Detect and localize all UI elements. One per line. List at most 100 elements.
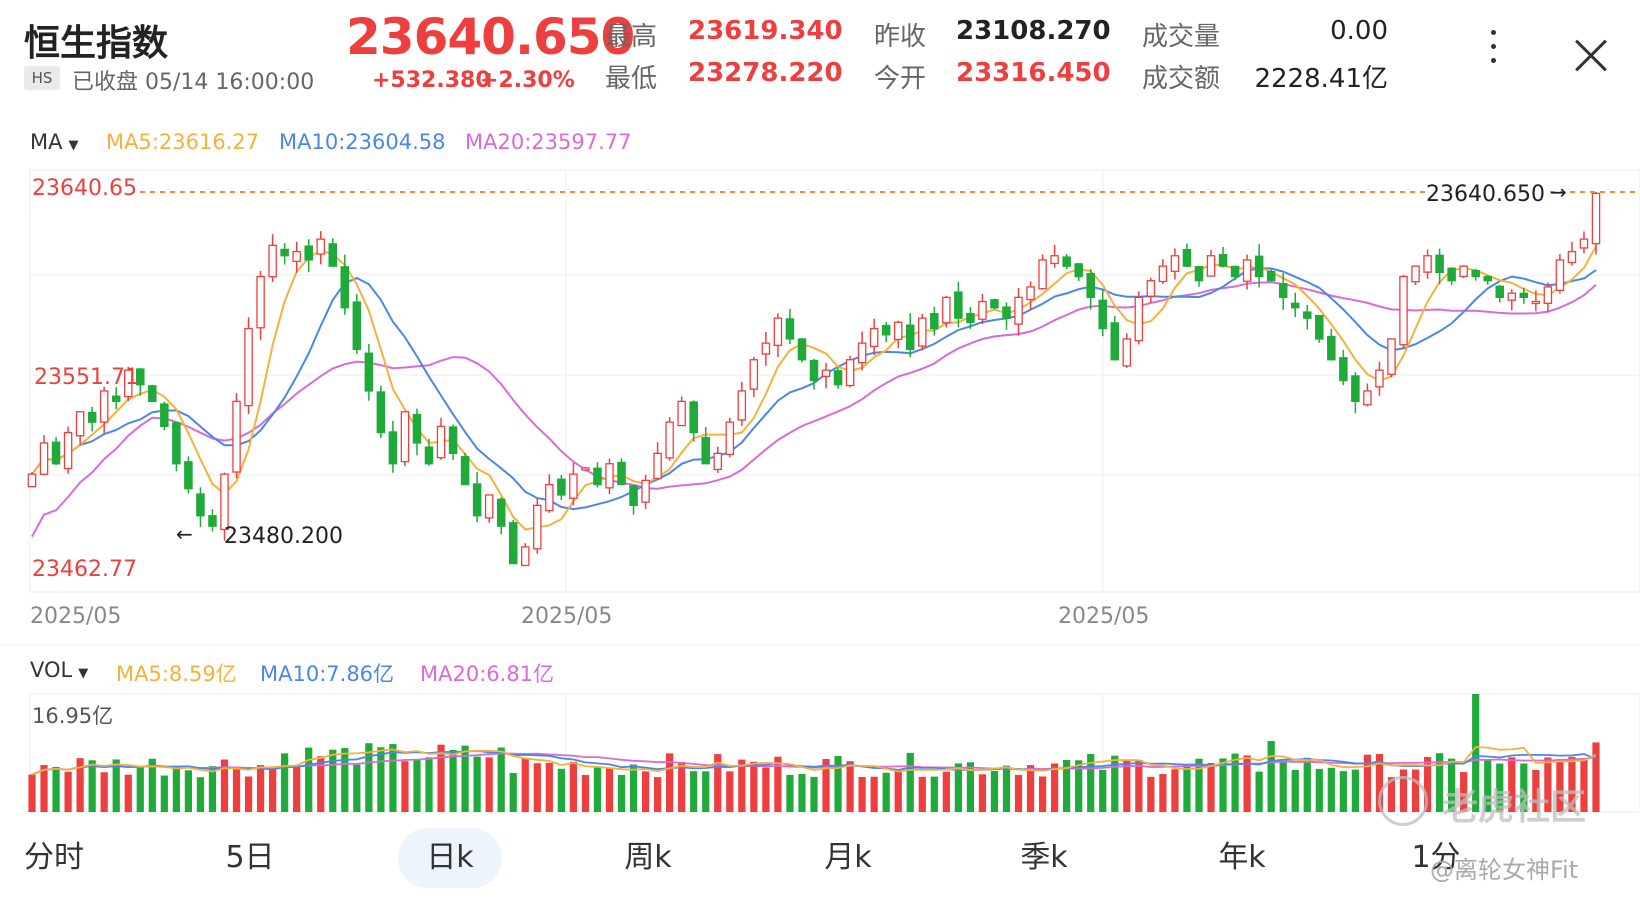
candle-body [460,456,470,486]
low-label: 最低 [605,64,658,94]
ma-selector[interactable]: MA ▼ [30,130,78,154]
candle-body [1519,292,1529,299]
volume-bar [930,776,938,812]
candle-body [1471,269,1480,278]
volume-bar [882,772,890,812]
candle-body [1098,299,1107,330]
volume-bar [1303,757,1311,812]
candle-body [1447,267,1456,282]
candle-body [340,266,350,309]
candle-body [893,321,903,341]
candle-body [39,442,49,475]
volume-bar [798,773,806,812]
candle-body [1278,283,1288,299]
volume-bar [497,747,505,812]
volume-bar [846,761,854,812]
volume-bar [1026,765,1035,812]
tab-1min[interactable]: 1分 [1411,840,1461,875]
volume-bar [1255,771,1263,812]
candle-body [232,400,241,473]
candle-body [160,403,169,427]
x-axis-label-2: 2025/05 [521,604,613,629]
tab-intraday[interactable]: 分时 [24,840,84,875]
candle-body [87,411,97,423]
candle-body [316,238,325,255]
volume-bar [52,766,60,812]
candle-body [172,422,181,465]
volume-bar [1351,769,1359,812]
volume-bar [1051,763,1059,812]
candle-body [208,515,217,527]
volume-bar [1315,768,1323,812]
candle-body [1579,238,1589,249]
candle-body [677,400,686,427]
volume-bar [1279,760,1287,812]
candle-body [184,461,193,490]
volume-bar [1580,758,1588,812]
candle-body [1002,306,1011,319]
candle-body [569,473,578,499]
volume-bar [100,772,108,812]
more-options-icon[interactable] [1488,30,1498,74]
volume-bar [1195,758,1203,812]
volume-bar [1267,740,1275,812]
candle-body [388,431,398,465]
volume-bar [1171,769,1179,812]
volume-bar [569,761,577,812]
volume-bar [317,756,325,812]
ma5-line [31,245,1597,531]
candle-body [918,317,927,347]
tab-yearly-k[interactable]: 年k [1218,840,1266,875]
candle-body [496,498,506,527]
prev-close-label: 昨收 [874,22,927,52]
volume-bar [690,771,698,812]
volume-bar [1291,769,1299,812]
tab-quarterly-k[interactable]: 季k [1020,840,1068,875]
candle-body [785,318,795,340]
candle-body [581,467,590,471]
volume-bar [64,771,72,812]
volume-bar [305,747,313,812]
tab-weekly-k[interactable]: 周k [624,840,672,875]
candle-body [484,494,494,519]
candle-body [605,463,614,489]
volume-bar [437,744,445,812]
low-value: 23278.220 [688,58,843,88]
period-tab-bar: 分时 5日 日k 周k 月k 季k 年k 1分 [0,828,1640,903]
volume-bar [1520,763,1528,812]
candle-body [1230,265,1240,278]
tab-monthly-k[interactable]: 月k [824,840,872,875]
vol-selector[interactable]: VOL ▼ [30,658,88,682]
candle-body [665,421,674,459]
vol-ma5-legend: MA5:8.59亿 [116,662,237,686]
tab-daily-k[interactable]: 日k [398,828,502,888]
tab-5day[interactable]: 5日 [225,840,275,875]
volume-bar [774,756,782,812]
volume-bar [834,756,842,812]
candle-body [400,411,410,463]
candle-body [773,317,783,346]
volume-bar [172,767,180,812]
volume-bar [196,777,205,812]
volume-bar [1099,769,1107,812]
volume-bar [1544,757,1552,812]
open-label: 今开 [874,64,927,94]
candle-body [364,352,374,392]
candle-body [1363,390,1372,406]
candle-body [701,437,710,465]
ma5-path [31,245,1597,531]
volume-bar [1484,760,1492,812]
volume-bar [545,762,553,812]
candle-body [978,300,987,320]
open-value: 23316.450 [956,58,1111,88]
candle-body [857,342,867,364]
candle-body [990,299,999,309]
kline-chart[interactable] [0,0,1640,820]
candle-body [617,461,626,486]
candle-body [689,401,698,434]
volume-bar [136,766,144,812]
price-pane-border [29,169,1640,593]
volume-bar [413,759,421,812]
candle-body [821,369,831,377]
volume-bar [389,744,397,812]
